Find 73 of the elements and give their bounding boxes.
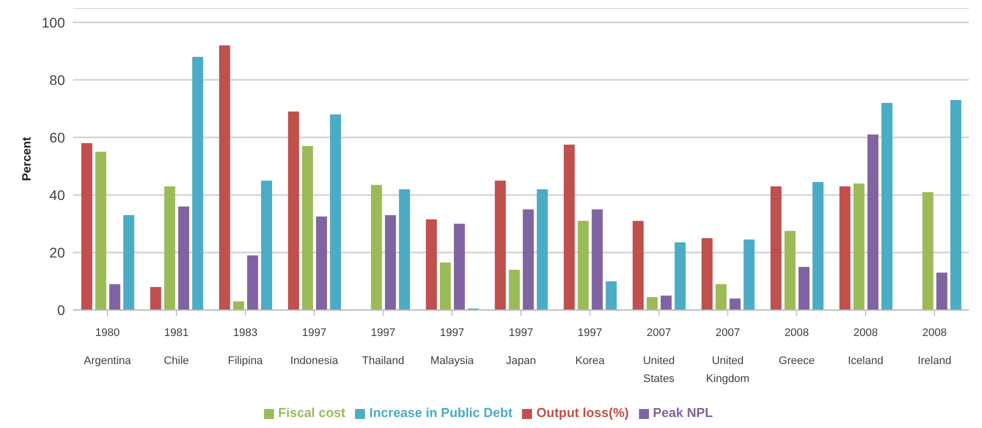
- y-axis-title: Percent: [19, 136, 34, 182]
- y-tick-label: 20: [49, 244, 66, 260]
- bar: [716, 284, 727, 310]
- bar: [261, 180, 272, 310]
- bar: [440, 262, 451, 310]
- legend-label: Output loss(%): [536, 405, 629, 420]
- bar: [178, 206, 190, 310]
- category-label: 2008 Ireland: [918, 327, 952, 367]
- category-label: 1983 Filipina: [228, 327, 263, 367]
- bar: [564, 144, 575, 310]
- bar: [384, 215, 396, 310]
- bar: [330, 114, 342, 310]
- y-tick-label: 60: [49, 129, 66, 146]
- category-label: 2007 United States: [642, 327, 675, 385]
- bar: [936, 272, 948, 310]
- bar: [674, 242, 686, 310]
- y-tick-label: 80: [49, 72, 66, 88]
- bar: [95, 152, 106, 310]
- bar: [578, 220, 589, 310]
- bar: [592, 209, 603, 310]
- bar: [730, 298, 741, 310]
- bar: [646, 297, 658, 310]
- category-label: 1997 Indonesia: [290, 327, 338, 367]
- y-tick-label: 100: [42, 14, 66, 30]
- bar: [632, 220, 644, 310]
- bar: [922, 192, 934, 310]
- bar: [288, 112, 300, 310]
- y-tick-label: 40: [49, 186, 66, 203]
- bar: [702, 238, 713, 310]
- bar: [123, 215, 134, 310]
- bar: [770, 186, 782, 310]
- category-label: 1980 Argentina: [84, 327, 132, 367]
- bar: [192, 56, 204, 310]
- category-label: 1997 Japan: [506, 327, 536, 367]
- legend-label: Increase in Public Debt: [369, 405, 512, 420]
- category-label: 2008 Greece: [778, 327, 815, 367]
- bar: [302, 146, 314, 310]
- bar: [839, 186, 850, 310]
- bar: [867, 134, 878, 310]
- bar: [494, 180, 506, 310]
- bar: [247, 255, 258, 310]
- bar: [370, 184, 382, 310]
- bar: [812, 182, 824, 310]
- bar: [109, 284, 120, 310]
- bar: [454, 224, 465, 310]
- bar: [522, 209, 534, 310]
- bar: [508, 270, 520, 310]
- bar: [219, 45, 230, 310]
- legend-label: Fiscal cost: [278, 405, 346, 420]
- bar: [81, 143, 92, 310]
- category-label: 2008 Iceland: [848, 327, 884, 367]
- category-label: 1997 Malaysia: [430, 327, 474, 367]
- bar: [150, 286, 162, 310]
- bar: [744, 240, 755, 310]
- category-label: 1997 Thailand: [362, 327, 404, 367]
- bar: [426, 219, 437, 310]
- bar: [950, 100, 962, 310]
- category-label: 1981 Chile: [164, 327, 189, 367]
- legend-label: Peak NPL: [652, 405, 713, 420]
- bar: [606, 281, 617, 310]
- bar: [233, 301, 244, 310]
- category-label: 2007 United Kingdom: [706, 327, 750, 385]
- bar: [784, 230, 796, 310]
- bar: [536, 189, 548, 310]
- bar: [660, 296, 672, 310]
- bar: [853, 183, 864, 310]
- bar: [164, 186, 176, 310]
- bar: [798, 266, 810, 310]
- y-tick-label: 0: [57, 302, 66, 318]
- bar: [316, 216, 328, 310]
- category-label: 1997 Korea: [575, 327, 605, 367]
- bar: [398, 189, 410, 310]
- bar: [881, 102, 892, 310]
